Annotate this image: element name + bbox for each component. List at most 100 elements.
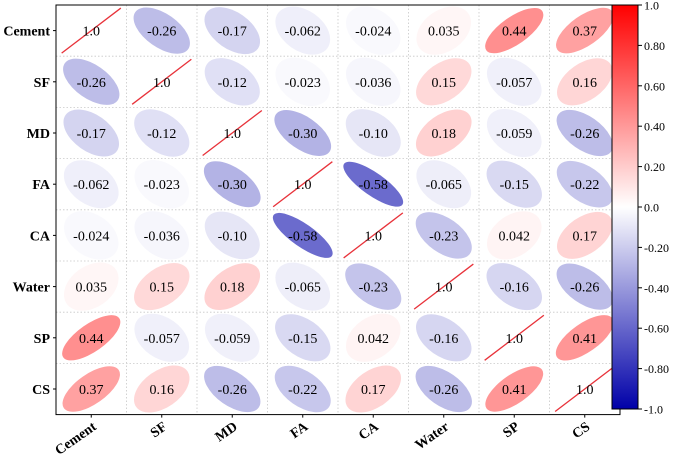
correlation-ellipse xyxy=(486,263,542,311)
matrix-cell-ca-sp: 0.042 xyxy=(486,211,542,260)
cell-value-label: 0.17 xyxy=(573,229,598,244)
colorbar-tick-label: 0.80 xyxy=(644,39,665,53)
colorbar-tick-label: -0.80 xyxy=(644,362,669,376)
matrix-cell-ca-water: -0.23 xyxy=(415,212,472,259)
matrix-cell-sf-water: 0.15 xyxy=(416,58,472,106)
cell-value-label: -0.15 xyxy=(500,178,529,193)
matrix-cell-md-cs: -0.26 xyxy=(556,109,613,157)
matrix-cell-fa-md: -0.30 xyxy=(203,161,261,208)
cell-value-label: -0.023 xyxy=(144,178,180,193)
matrix-cell-sp-md: -0.059 xyxy=(204,313,260,362)
column-label-cs: CS xyxy=(570,419,593,442)
matrix-cell-sp-water: -0.16 xyxy=(416,314,472,362)
correlation-ellipse xyxy=(64,211,119,260)
correlation-ellipse xyxy=(485,7,544,54)
row-label-water: Water xyxy=(13,281,50,296)
cell-value-label: -0.26 xyxy=(147,25,176,40)
row-label-ca: CA xyxy=(30,229,51,244)
column-label-sf: SF xyxy=(148,420,170,442)
colorbar-tick-label: -0.40 xyxy=(644,281,669,295)
correlation-ellipse xyxy=(133,7,190,54)
cell-value-label: 0.17 xyxy=(361,383,386,398)
diagonal-line xyxy=(131,58,192,105)
matrix-cell-ca-cement: -0.024 xyxy=(64,211,119,260)
matrix-cell-water-ca: -0.23 xyxy=(345,263,402,310)
correlation-ellipse xyxy=(63,58,120,105)
diagonal-line xyxy=(554,365,615,413)
correlation-ellipse xyxy=(485,366,544,412)
cell-value-label: 0.15 xyxy=(432,76,457,91)
cell-value-label: 1.0 xyxy=(224,127,242,142)
correlation-ellipse xyxy=(274,110,332,156)
cell-value-label: -0.16 xyxy=(500,281,529,296)
cell-value-label: -0.58 xyxy=(288,229,317,244)
matrix-cell-md-water: 0.18 xyxy=(415,109,472,157)
correlation-ellipse xyxy=(204,58,260,106)
cell-value-label: -0.059 xyxy=(214,332,250,347)
correlation-ellipse xyxy=(134,159,189,209)
matrix-cell-water-md: 0.18 xyxy=(204,263,261,311)
correlation-ellipse xyxy=(134,109,190,157)
correlation-ellipse xyxy=(275,6,331,55)
cell-value-label: -0.17 xyxy=(218,25,247,40)
cell-value-label: 1.0 xyxy=(153,76,171,91)
diagonal-line xyxy=(272,161,333,208)
matrix-cell-cs-ca: 0.17 xyxy=(345,365,402,413)
matrix-cell-fa-sp: -0.15 xyxy=(486,160,542,208)
cell-value-label: 1.0 xyxy=(506,332,524,347)
cell-value-label: -0.036 xyxy=(355,76,391,91)
correlation-ellipse xyxy=(345,313,401,362)
matrix-cell-cement-cs: 0.37 xyxy=(556,7,614,54)
matrix-cell-water-water: 1.0 xyxy=(413,263,474,310)
column-label-water: Water xyxy=(413,420,452,454)
matrix-cell-cement-sp: 0.44 xyxy=(485,7,544,54)
row-label-sf: SF xyxy=(34,76,50,91)
correlation-ellipse xyxy=(343,161,404,207)
cell-value-label: -0.26 xyxy=(570,281,599,296)
diagonal-line xyxy=(343,212,404,259)
correlation-ellipse xyxy=(486,108,542,158)
column-label-sp: SP xyxy=(501,419,523,441)
cell-value-label: 0.15 xyxy=(150,281,175,296)
cell-value-label: 0.16 xyxy=(573,76,598,91)
correlation-ellipse xyxy=(204,263,261,311)
correlation-ellipse xyxy=(62,366,120,412)
row-label-md: MD xyxy=(27,127,50,142)
cell-value-label: -0.23 xyxy=(429,229,458,244)
correlation-ellipse xyxy=(416,58,472,106)
correlation-ellipse xyxy=(204,7,261,55)
cell-value-label: -0.23 xyxy=(359,281,388,296)
correlation-ellipse xyxy=(415,212,472,259)
matrix-cell-sf-md: -0.12 xyxy=(204,58,260,106)
diagonal-line xyxy=(413,263,474,310)
colorbar-tick-label: -0.60 xyxy=(644,322,669,336)
cell-value-label: 1.0 xyxy=(83,25,101,40)
row-label-sp: SP xyxy=(34,332,51,347)
correlation-ellipse xyxy=(63,160,119,209)
matrix-cell-water-sf: 0.15 xyxy=(134,263,190,311)
matrix-cell-water-fa: -0.065 xyxy=(275,262,331,311)
cell-value-label: -0.22 xyxy=(570,178,599,193)
matrix-cell-cement-water: 0.035 xyxy=(416,6,472,55)
colorbar-tick-label: -1.0 xyxy=(644,403,663,417)
cell-value-label: -0.15 xyxy=(288,332,317,347)
column-labels: Cement SF MD FA CA Water SP CS xyxy=(53,414,593,459)
cell-value-label: 0.44 xyxy=(79,332,104,347)
cell-value-label: -0.12 xyxy=(147,127,176,142)
column-label-md: MD xyxy=(213,420,241,446)
column-label-cement: Cement xyxy=(53,419,100,458)
matrix-cells: 1.0 -0.26 -0.17 -0.062 -0.024 0.035 0.44 0.37 -0… xyxy=(61,6,615,413)
grid-lines xyxy=(56,5,620,415)
cell-value-label: -0.26 xyxy=(77,76,106,91)
correlation-ellipse xyxy=(63,262,119,311)
correlation-ellipse xyxy=(415,365,472,413)
column-label-fa: FA xyxy=(288,419,312,442)
matrix-cell-water-cs: -0.26 xyxy=(556,263,613,310)
matrix-cell-sp-fa: -0.15 xyxy=(275,314,331,362)
row-label-cement: Cement xyxy=(3,25,50,40)
cell-value-label: -0.30 xyxy=(288,127,317,142)
column-label-ca: CA xyxy=(356,419,382,443)
cell-value-label: -0.22 xyxy=(288,383,317,398)
cell-value-label: 0.035 xyxy=(76,281,108,296)
cell-value-label: -0.26 xyxy=(570,127,599,142)
